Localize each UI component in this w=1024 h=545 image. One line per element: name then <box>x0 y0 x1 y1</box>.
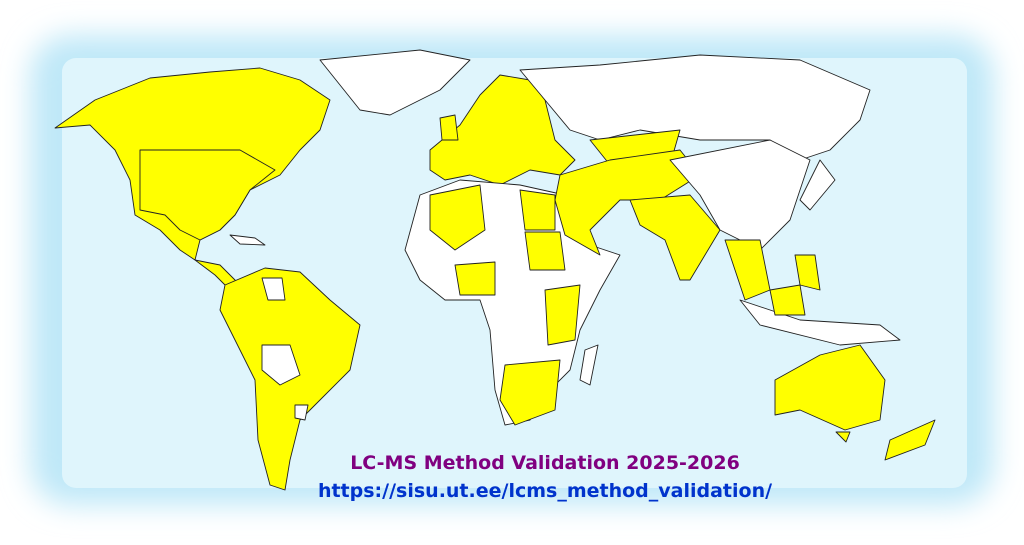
course-url[interactable]: https://sisu.ut.ee/lcms_method_validatio… <box>318 480 772 502</box>
course-title: LC-MS Method Validation 2025-2026 <box>350 452 740 474</box>
world-map <box>54 49 936 491</box>
